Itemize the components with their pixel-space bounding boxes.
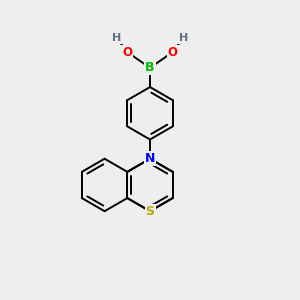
Text: S: S (146, 205, 154, 218)
Text: O: O (168, 46, 178, 59)
Text: O: O (122, 46, 132, 59)
Text: B: B (145, 61, 155, 74)
Text: N: N (145, 152, 155, 165)
Text: H: H (178, 33, 188, 43)
Text: H: H (112, 33, 122, 43)
